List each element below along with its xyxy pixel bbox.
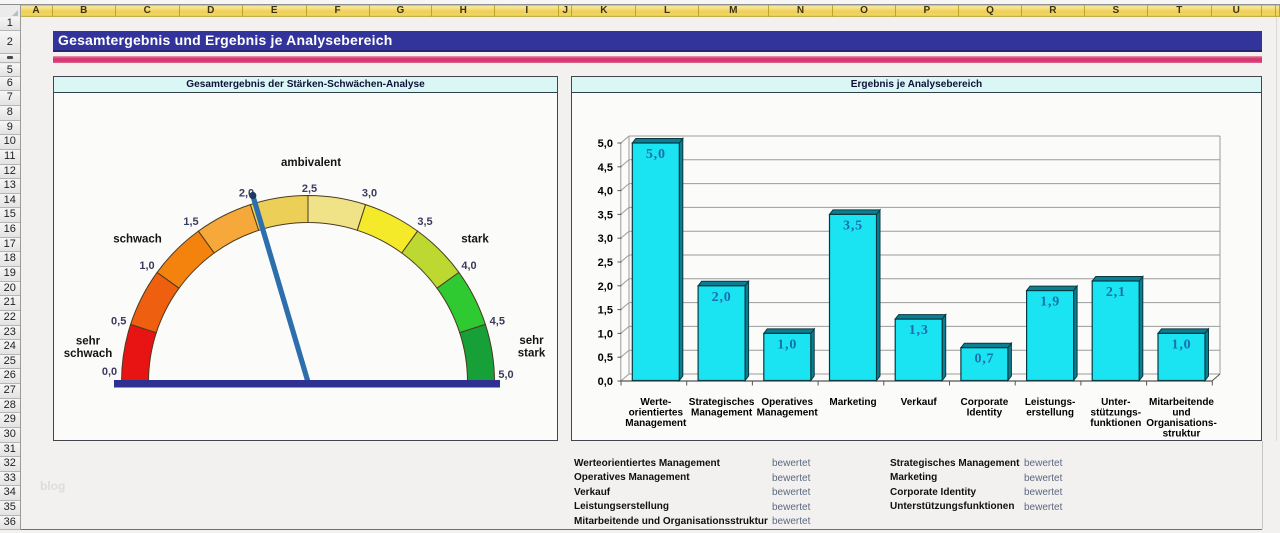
svg-text:Management: Management: [625, 418, 687, 429]
svg-text:Marketing: Marketing: [829, 397, 876, 408]
svg-text:0,7: 0,7: [974, 352, 994, 367]
svg-text:3,5: 3,5: [843, 218, 863, 233]
svg-text:0,5: 0,5: [598, 352, 613, 364]
svg-text:3,5: 3,5: [417, 216, 432, 228]
svg-text:2,0: 2,0: [712, 290, 732, 305]
svg-text:0,0: 0,0: [102, 366, 117, 378]
svg-text:Management: Management: [757, 408, 819, 419]
svg-text:schwach: schwach: [64, 348, 113, 360]
svg-text:0,5: 0,5: [111, 316, 126, 328]
svg-text:sehr: sehr: [76, 336, 101, 348]
svg-text:4,5: 4,5: [598, 162, 613, 174]
svg-text:erstellung: erstellung: [1026, 408, 1074, 419]
svg-text:Verkauf: Verkauf: [901, 397, 938, 408]
svg-text:Identity: Identity: [967, 408, 1003, 419]
svg-text:2,5: 2,5: [302, 183, 317, 195]
svg-text:4,0: 4,0: [598, 186, 613, 198]
svg-text:Strategisches: Strategisches: [689, 397, 755, 408]
svg-text:ambivalent: ambivalent: [281, 157, 341, 169]
svg-text:stark: stark: [518, 348, 546, 360]
svg-text:2,1: 2,1: [1106, 285, 1126, 300]
svg-text:orientiertes: orientiertes: [629, 408, 684, 419]
svg-text:3,0: 3,0: [598, 233, 613, 245]
svg-text:0,0: 0,0: [598, 376, 613, 388]
svg-text:1,5: 1,5: [598, 305, 613, 317]
svg-text:und: und: [1172, 408, 1190, 419]
svg-text:sehr: sehr: [519, 335, 544, 347]
svg-text:1,0: 1,0: [139, 260, 154, 272]
svg-text:3,0: 3,0: [362, 188, 377, 200]
svg-text:2,0: 2,0: [598, 281, 613, 293]
svg-text:1,5: 1,5: [183, 216, 198, 228]
svg-text:stark: stark: [461, 233, 489, 245]
svg-text:1,0: 1,0: [777, 337, 797, 352]
svg-text:Leistungs-: Leistungs-: [1025, 397, 1076, 408]
svg-text:2,5: 2,5: [598, 257, 613, 269]
svg-text:Operatives: Operatives: [761, 397, 813, 408]
svg-text:Werte-: Werte-: [640, 397, 671, 408]
svg-text:Mitarbeitende: Mitarbeitende: [1149, 397, 1214, 408]
svg-text:1,3: 1,3: [909, 323, 929, 338]
svg-text:3,5: 3,5: [598, 209, 613, 221]
svg-text:5,0: 5,0: [498, 369, 513, 381]
svg-text:struktur: struktur: [1163, 429, 1201, 440]
svg-text:schwach: schwach: [113, 233, 162, 245]
svg-text:Corporate: Corporate: [961, 397, 1009, 408]
svg-text:5,0: 5,0: [598, 138, 613, 150]
svg-text:1,9: 1,9: [1040, 295, 1060, 310]
svg-text:Unter-: Unter-: [1101, 397, 1130, 408]
svg-text:Organisations-: Organisations-: [1146, 418, 1217, 429]
svg-text:1,0: 1,0: [598, 328, 613, 340]
svg-text:5,0: 5,0: [646, 147, 666, 162]
svg-text:4,5: 4,5: [490, 316, 505, 328]
svg-text:1,0: 1,0: [1172, 337, 1192, 352]
svg-text:stützungs-: stützungs-: [1091, 408, 1142, 419]
svg-text:4,0: 4,0: [461, 260, 476, 272]
svg-text:Management: Management: [691, 408, 753, 419]
svg-text:funktionen: funktionen: [1090, 418, 1141, 429]
